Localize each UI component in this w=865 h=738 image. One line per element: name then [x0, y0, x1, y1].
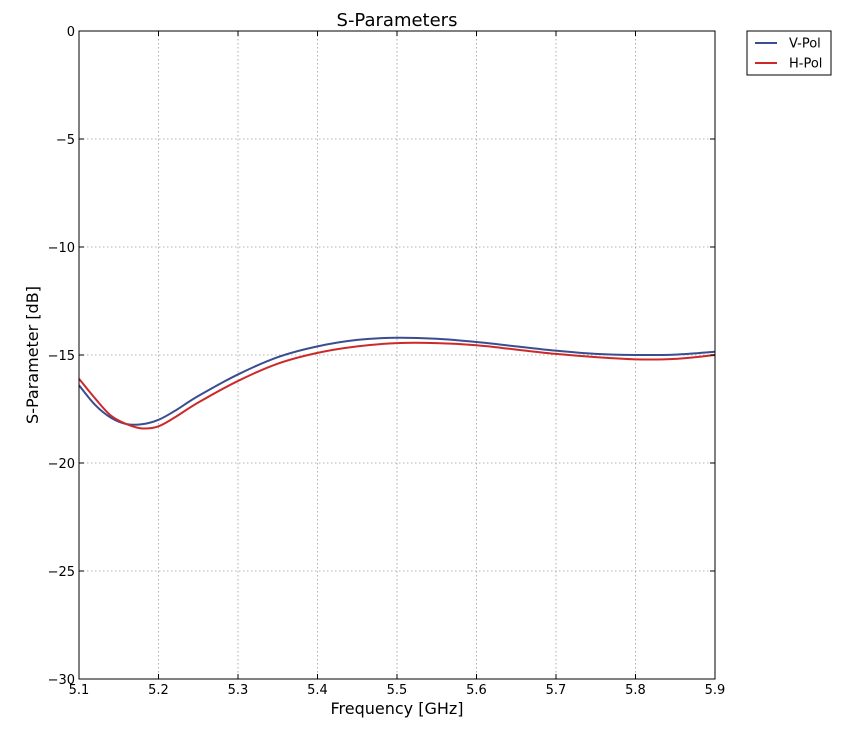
- x-tick-label: 5.6: [466, 683, 487, 698]
- x-tick-label: 5.1: [69, 683, 90, 698]
- y-tick-label: −15: [48, 349, 75, 364]
- y-axis-label: S-Parameter [dB]: [23, 286, 42, 424]
- legend-label: H-Pol: [789, 57, 822, 72]
- series-line-h-pol: [78, 341, 716, 430]
- x-tick-label: 5.4: [307, 683, 328, 698]
- x-tick-label: 5.7: [546, 683, 567, 698]
- x-tick-label: 5.9: [705, 683, 726, 698]
- series-lines: [78, 336, 716, 430]
- y-tick-label: −5: [56, 133, 75, 148]
- x-tick-label: 5.2: [148, 683, 169, 698]
- x-tick-label: 5.3: [228, 683, 249, 698]
- x-tick-label: 5.8: [625, 683, 646, 698]
- x-tick-label: 5.5: [387, 683, 408, 698]
- y-tick-label: −30: [48, 673, 75, 688]
- chart-title: S-Parameters: [337, 10, 458, 31]
- y-tick-label: −25: [48, 565, 75, 580]
- y-tick-label: −10: [48, 241, 75, 256]
- legend-label: V-Pol: [789, 37, 821, 52]
- legend-box: [746, 30, 832, 76]
- series-line-v-pol: [78, 336, 716, 426]
- y-tick-label: 0: [67, 25, 75, 40]
- axis-ticks: 5.1 5.2 5.3 5.4 5.5 5.6 5.7 5.8 5.9 0 −5 −10 −15 −20 −…: [48, 25, 726, 698]
- x-axis-label: Frequency [GHz]: [330, 699, 463, 718]
- legend: V-Pol H-Pol: [746, 30, 832, 76]
- y-tick-label: −20: [48, 457, 75, 472]
